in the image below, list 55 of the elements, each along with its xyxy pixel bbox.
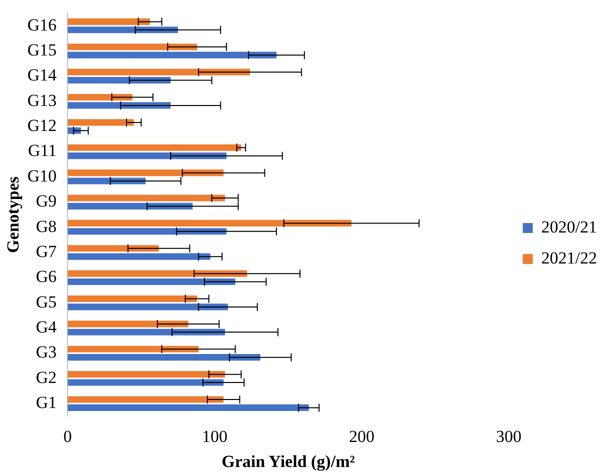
legend-label: 2021/22 [541, 248, 598, 268]
bar [68, 94, 132, 101]
y-tick-label: G13 [27, 90, 57, 110]
bar [68, 194, 226, 202]
bar [68, 379, 224, 386]
y-tick-label: G9 [36, 192, 57, 211]
bar [68, 52, 276, 58]
y-axis-title: Genotypes [4, 176, 23, 253]
y-tick-label: G12 [27, 116, 57, 136]
bar [68, 270, 248, 277]
x-tick-label: 300 [496, 426, 522, 446]
y-tick-label: G2 [36, 368, 57, 387]
bar [68, 220, 352, 226]
bar [68, 170, 224, 176]
bar [68, 228, 226, 235]
y-tick-label: G1 [36, 393, 57, 412]
bar [68, 68, 250, 76]
bar [68, 102, 171, 109]
x-tick-label: 200 [348, 426, 374, 446]
bar [68, 202, 193, 210]
y-tick-label: G4 [36, 318, 58, 337]
bar [68, 245, 159, 252]
bar [68, 354, 260, 361]
bar [68, 396, 224, 403]
x-tick-label: 100 [202, 426, 228, 446]
y-tick-label: G16 [27, 15, 57, 34]
bar [68, 253, 210, 260]
bar [68, 278, 236, 286]
bar [68, 320, 188, 328]
y-tick-label: G6 [36, 267, 57, 286]
bar [68, 144, 242, 151]
x-tick-label: 0 [63, 426, 72, 446]
y-tick-label: G14 [27, 66, 58, 85]
y-tick-label: G8 [36, 216, 57, 236]
bar [68, 44, 198, 50]
bar [68, 304, 228, 310]
y-tick-label: G5 [36, 292, 57, 312]
bar [68, 404, 309, 411]
legend-label: 2020/21 [541, 217, 598, 236]
bar [68, 76, 171, 84]
bar [68, 328, 226, 336]
y-tick-label: G7 [36, 242, 58, 261]
x-axis-title: Grain Yield (g)/m² [222, 452, 355, 472]
bar [68, 18, 150, 25]
y-tick-label: G11 [28, 141, 57, 160]
bar [68, 371, 226, 378]
bar [68, 119, 134, 126]
bar [68, 295, 198, 302]
bar [68, 26, 178, 34]
y-tick-label: G15 [27, 40, 57, 60]
y-tick-label: G10 [27, 166, 57, 186]
bar [68, 178, 146, 184]
y-tick-label: G3 [36, 342, 57, 362]
bar [68, 152, 226, 160]
bar [68, 346, 199, 352]
